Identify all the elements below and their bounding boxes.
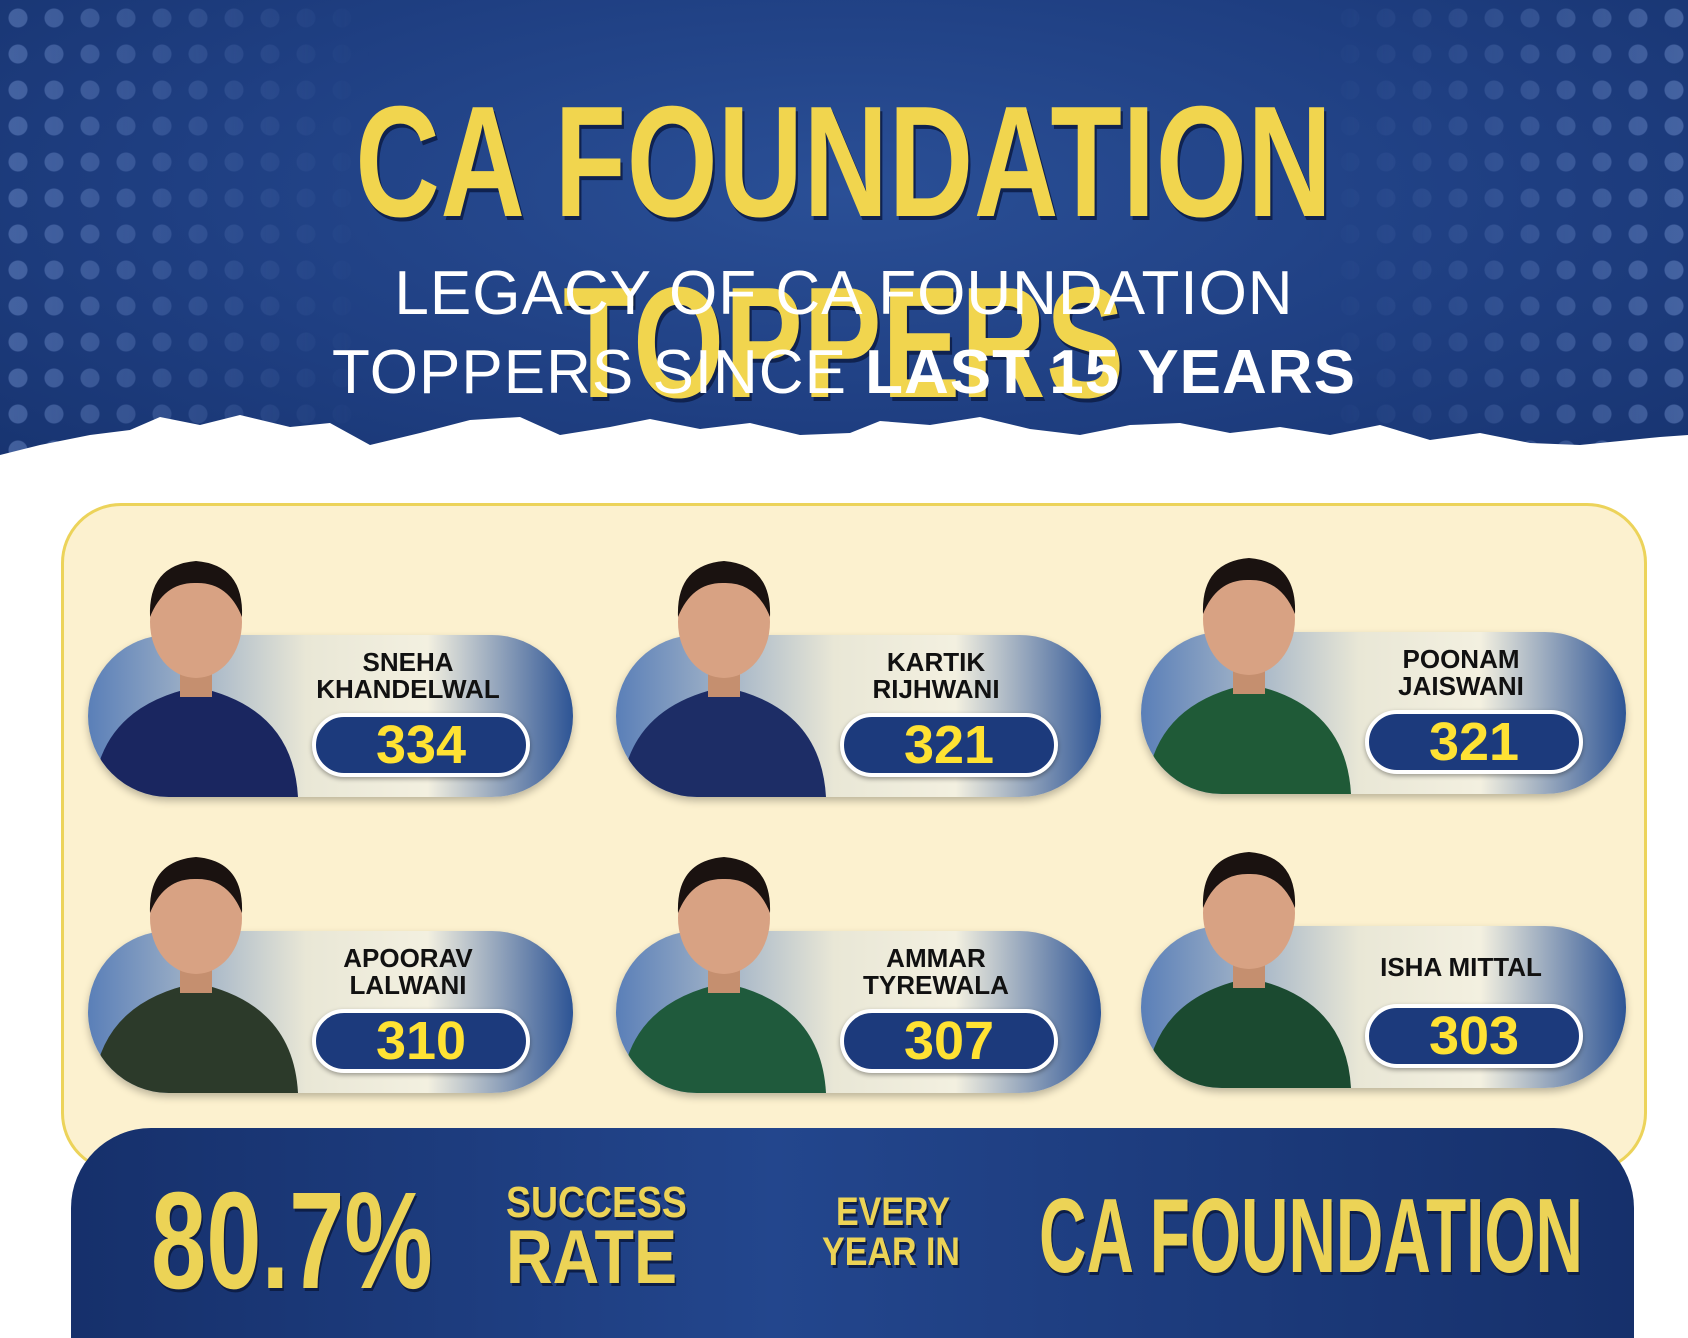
topper-score: 321 (1365, 710, 1583, 774)
topper-name: POONAM JAISWANI (1341, 646, 1581, 700)
success-percent: 80.7% (151, 1164, 433, 1318)
topper-score: 303 (1365, 1004, 1583, 1068)
topper-card: POONAM JAISWANI 321 (1141, 558, 1626, 794)
person-avatar-icon (93, 561, 298, 797)
topper-photo (88, 857, 303, 1093)
topper-photo (616, 561, 831, 797)
year-in-label: YEAR IN (822, 1230, 960, 1274)
topper-score: 307 (840, 1009, 1058, 1073)
subtitle-bold: LAST 15 YEARS (865, 338, 1356, 407)
person-avatar-icon (621, 561, 826, 797)
topper-name: ISHA MITTAL (1341, 954, 1581, 981)
success-banner: 80.7% SUCCESS RATE EVERY YEAR IN CA FOUN… (71, 1128, 1634, 1338)
name-line-1: AMMAR (886, 943, 986, 973)
name-line-2: RIJHWANI (872, 674, 1000, 704)
person-avatar-icon (621, 857, 826, 1093)
name-line-1: APOORAV (343, 943, 473, 973)
name-line-1: ISHA MITTAL (1380, 952, 1542, 982)
topper-score: 321 (840, 713, 1058, 777)
topper-card: APOORAV LALWANI 310 (88, 857, 573, 1093)
topper-card: KARTIK RIJHWANI 321 (616, 561, 1101, 797)
name-line-2: JAISWANI (1398, 671, 1524, 701)
success-label: SUCCESS (506, 1178, 687, 1227)
dot-pattern (0, 0, 1688, 480)
topper-name: SNEHA KHANDELWAL (288, 649, 528, 703)
topper-name: APOORAV LALWANI (288, 945, 528, 999)
page-title: CA FOUNDATION TOPPERS (355, 74, 1333, 431)
torn-paper-edge (0, 415, 1688, 485)
subtitle-line-2: TOPPERS SINCE LAST 15 YEARS (0, 337, 1688, 408)
every-label: EVERY (835, 1190, 951, 1234)
ca-foundation-label: CA FOUNDATION (1039, 1177, 1583, 1295)
topper-name: AMMAR TYREWALA (816, 945, 1056, 999)
name-line-2: LALWANI (349, 970, 467, 1000)
topper-photo (1141, 558, 1356, 794)
topper-score: 334 (312, 713, 530, 777)
rate-label: RATE (506, 1215, 678, 1300)
topper-score: 310 (312, 1009, 530, 1073)
person-avatar-icon (93, 857, 298, 1093)
name-line-1: KARTIK (886, 647, 986, 677)
topper-photo (1141, 852, 1356, 1088)
name-line-2: KHANDELWAL (316, 674, 500, 704)
header-banner: CA FOUNDATION TOPPERS LEGACY OF CA FOUND… (0, 0, 1688, 480)
topper-card: ISHA MITTAL 303 (1141, 852, 1626, 1088)
name-line-1: SNEHA (362, 647, 454, 677)
name-line-2: TYREWALA (863, 970, 1009, 1000)
subtitle-line-1: LEGACY OF CA FOUNDATION (394, 259, 1294, 328)
topper-name: KARTIK RIJHWANI (816, 649, 1056, 703)
person-avatar-icon (1146, 852, 1351, 1088)
topper-card: SNEHA KHANDELWAL 334 (88, 561, 573, 797)
name-line-1: POONAM (1402, 644, 1520, 674)
subtitle-normal: TOPPERS SINCE (332, 338, 866, 407)
topper-photo (88, 561, 303, 797)
topper-photo (616, 857, 831, 1093)
person-avatar-icon (1146, 558, 1351, 794)
topper-card: AMMAR TYREWALA 307 (616, 857, 1101, 1093)
